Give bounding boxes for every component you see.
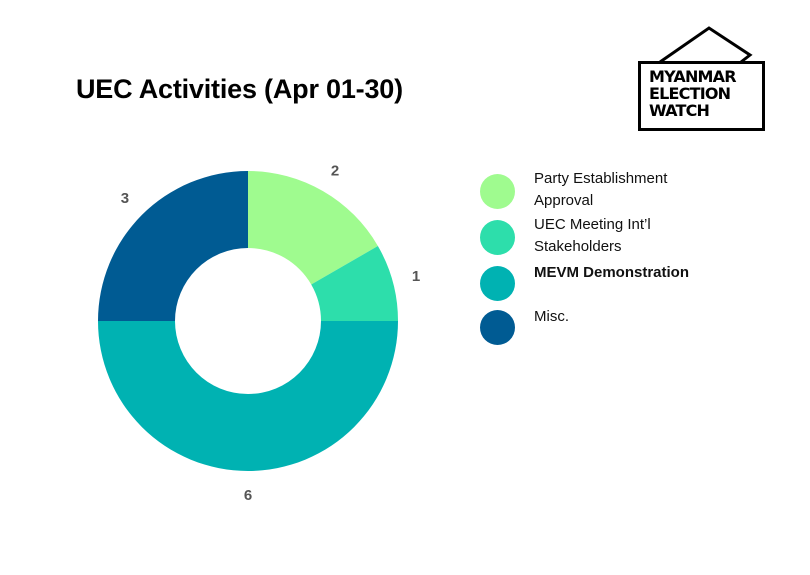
myanmar-election-watch-logo: MYANMAR ELECTION WATCH bbox=[638, 26, 766, 132]
data-label-mevm-demonstration: 6 bbox=[244, 487, 252, 504]
logo-line-1: MYANMAR bbox=[649, 67, 737, 86]
donut-slice-party-establishment bbox=[248, 171, 378, 285]
data-label-misc: 3 bbox=[121, 190, 129, 207]
legend-label: Party Establishment Approval bbox=[534, 170, 668, 209]
legend-label: Misc. bbox=[534, 308, 569, 325]
legend-swatch bbox=[480, 220, 515, 255]
data-label-uec-meeting: 1 bbox=[412, 268, 420, 285]
logo-line-2: ELECTION bbox=[649, 84, 731, 103]
legend-swatch bbox=[480, 174, 515, 209]
ballot-box-icon bbox=[638, 26, 765, 131]
legend-label: UEC Meeting Int’l Stakeholders bbox=[534, 216, 651, 255]
donut-slice-uec-meeting bbox=[311, 246, 398, 321]
donut-slice-misc bbox=[98, 171, 248, 321]
data-label-party-establishment: 2 bbox=[331, 162, 339, 179]
logo-line-3: WATCH bbox=[649, 101, 710, 120]
donut-slice-mevm-demonstration bbox=[98, 321, 398, 471]
legend-label: MEVM Demonstration bbox=[534, 264, 690, 281]
legend-swatch bbox=[480, 310, 515, 345]
chart-title: UEC Activities (Apr 01-30) bbox=[76, 74, 403, 104]
legend-swatch bbox=[480, 266, 515, 301]
